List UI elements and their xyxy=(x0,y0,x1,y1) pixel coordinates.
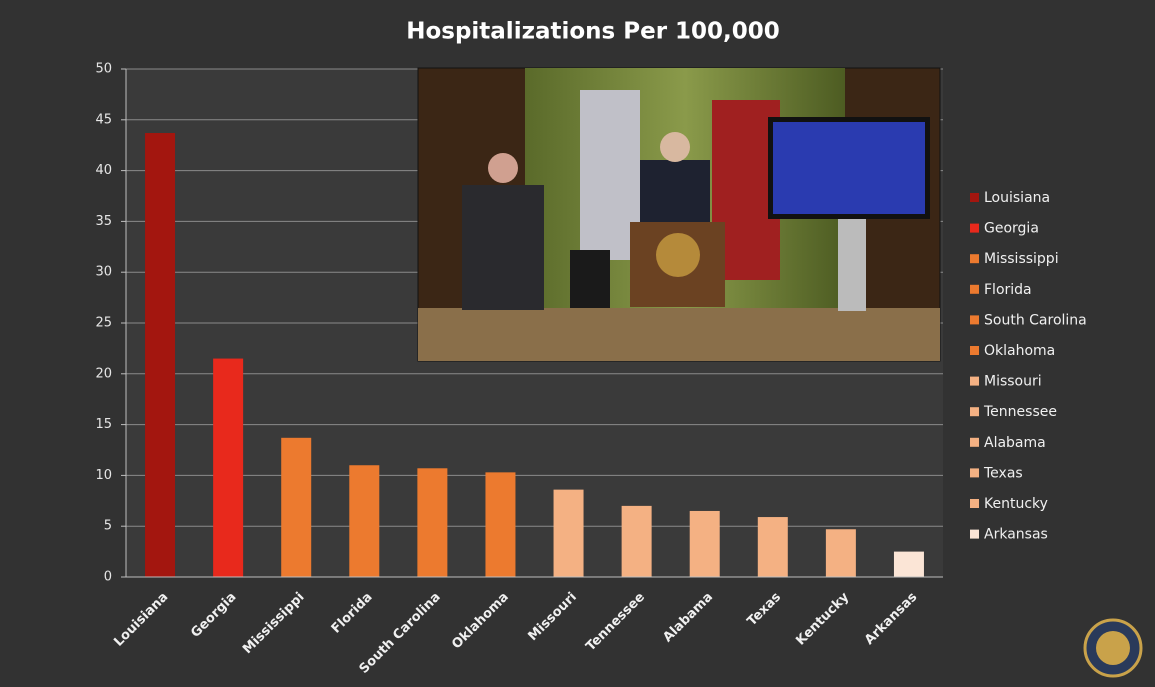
legend-swatch xyxy=(970,376,979,386)
seal-center xyxy=(1096,631,1130,665)
legend-label: Georgia xyxy=(984,221,1039,237)
y-tick-label: 30 xyxy=(95,265,112,280)
bar xyxy=(213,358,244,577)
legend-label: Louisiana xyxy=(984,190,1050,206)
legend-label: Missouri xyxy=(984,374,1042,390)
table xyxy=(418,308,940,361)
bar xyxy=(145,133,176,577)
legend-swatch xyxy=(970,529,979,539)
legend-label: Kentucky xyxy=(984,496,1048,512)
speaker xyxy=(640,160,710,222)
legend-swatch xyxy=(970,346,979,355)
legend-label: Mississippi xyxy=(984,251,1059,267)
y-tick-label: 35 xyxy=(95,214,112,229)
chart-title: Hospitalizations Per 100,000 xyxy=(406,19,780,45)
bar xyxy=(757,517,788,577)
seal-logo xyxy=(1083,618,1143,678)
bar xyxy=(825,529,856,577)
monitor-screen xyxy=(773,122,925,214)
bar xyxy=(621,505,652,577)
legend-label: Alabama xyxy=(984,435,1046,451)
legend-label: Oklahoma xyxy=(984,343,1055,359)
bar xyxy=(349,465,380,577)
y-tick-label: 25 xyxy=(95,316,112,331)
bar xyxy=(281,437,312,577)
speaker-head xyxy=(660,132,690,162)
y-tick-label: 10 xyxy=(95,468,112,483)
legend-swatch xyxy=(970,315,979,325)
y-tick-label: 45 xyxy=(95,112,112,127)
bar xyxy=(553,489,584,577)
y-tick-label: 40 xyxy=(95,163,112,178)
monitor-stand xyxy=(838,219,866,311)
video-inset xyxy=(417,67,941,362)
legend-label: Texas xyxy=(983,465,1023,481)
legend-swatch xyxy=(970,468,979,478)
bars xyxy=(145,133,924,577)
legend-swatch xyxy=(970,284,979,294)
y-tick-label: 5 xyxy=(104,519,112,534)
y-tick-label: 15 xyxy=(95,417,112,432)
legend-swatch xyxy=(970,437,979,447)
speaker-box xyxy=(570,250,610,308)
legend-label: Arkansas xyxy=(984,527,1048,543)
bar xyxy=(689,510,720,577)
bar xyxy=(485,472,516,577)
bar xyxy=(893,551,924,577)
legend-label: Florida xyxy=(984,282,1032,298)
legend-label: South Carolina xyxy=(984,312,1087,328)
interpreter xyxy=(462,185,544,310)
bar xyxy=(417,468,448,577)
interpreter-head xyxy=(488,153,518,183)
legend-swatch xyxy=(970,407,979,417)
y-tick-label: 20 xyxy=(95,366,112,381)
legend-label: Tennessee xyxy=(983,404,1057,420)
y-tick-label: 0 xyxy=(104,570,112,585)
legend: Louisiana Georgia Mississippi Florida South … xyxy=(970,190,1087,543)
legend-swatch xyxy=(970,193,979,202)
legend-swatch xyxy=(970,254,979,264)
y-tick-label: 50 xyxy=(95,62,112,77)
legend-swatch xyxy=(970,499,979,508)
podium-seal xyxy=(656,233,700,277)
legend-swatch xyxy=(970,223,979,233)
